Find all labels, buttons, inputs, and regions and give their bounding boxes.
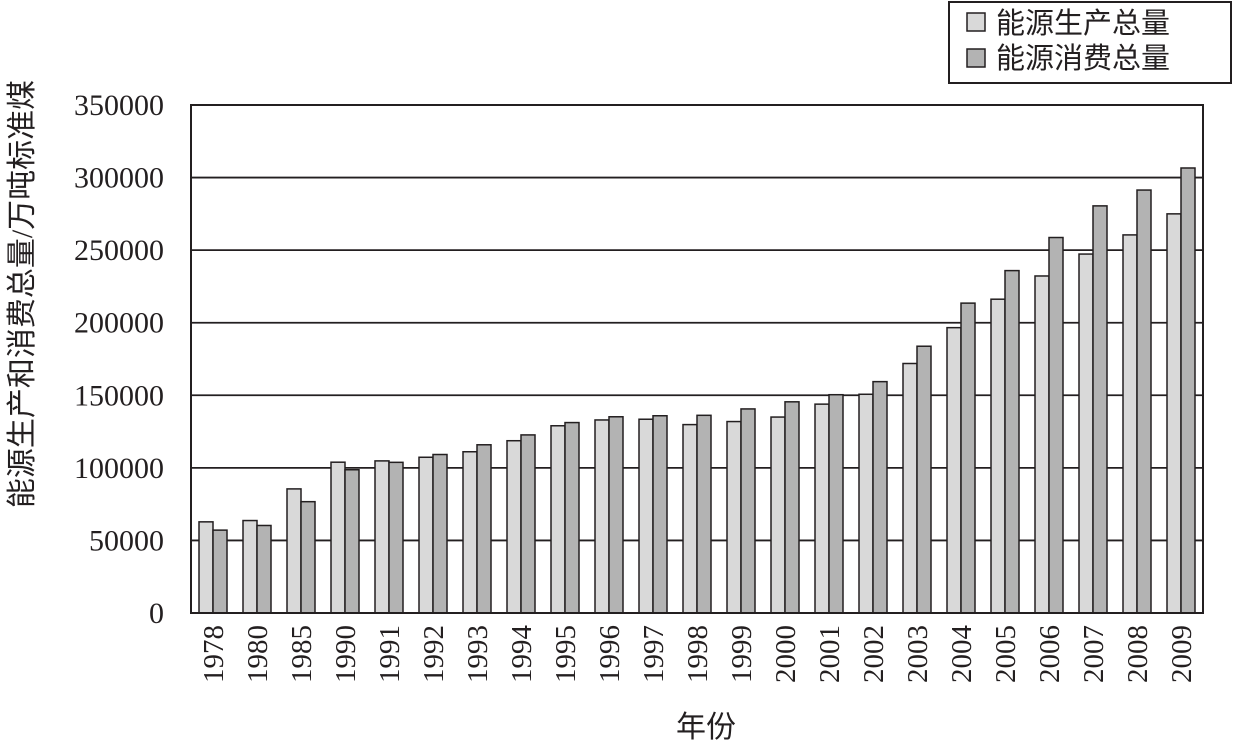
bar-production	[330, 461, 346, 614]
y-tick-label: 100000	[74, 452, 164, 485]
bar-production	[946, 326, 962, 614]
bar-consumption	[476, 444, 492, 614]
x-axis-label: 年份	[676, 711, 736, 744]
x-tick-label: 2002	[858, 625, 890, 683]
bar-consumption	[1092, 205, 1108, 614]
bar-production	[990, 298, 1006, 614]
x-tick-label: 1997	[638, 625, 670, 683]
y-axis-ticks: 0 50000 100000 150000 200000 250000 300000 3500…	[74, 89, 164, 630]
bar-production	[726, 420, 742, 614]
bar-consumption	[916, 345, 932, 614]
x-tick-label: 1985	[286, 625, 318, 683]
bar-consumption	[432, 453, 448, 614]
bar-consumption	[300, 500, 316, 614]
bar-production	[462, 450, 478, 614]
legend-box	[948, 1, 1232, 84]
bar-consumption	[828, 393, 844, 614]
bar-production	[506, 439, 522, 614]
bar-production	[242, 519, 258, 614]
bar-consumption	[740, 408, 756, 614]
bar-production	[1122, 234, 1138, 614]
bar-production	[1034, 275, 1050, 614]
x-tick-label: 1991	[374, 625, 406, 683]
y-tick-label: 0	[149, 597, 164, 630]
bar-consumption	[1180, 167, 1196, 614]
x-tick-label: 1993	[462, 625, 494, 683]
x-tick-label: 1995	[550, 625, 582, 683]
plot-area-frame	[190, 104, 1204, 614]
x-tick-label: 2000	[770, 625, 802, 683]
y-tick-label: 250000	[74, 234, 164, 267]
x-tick-label: 1978	[198, 625, 230, 683]
y-tick-label: 50000	[89, 524, 164, 557]
x-tick-label: 2007	[1078, 625, 1110, 683]
legend-swatch-consumption	[966, 48, 986, 68]
x-tick-label: 2008	[1122, 625, 1154, 683]
bar-consumption	[608, 416, 624, 614]
bar-consumption	[212, 529, 228, 614]
bar-production	[902, 362, 918, 614]
legend-swatch-production	[966, 12, 986, 32]
bar-production	[638, 418, 654, 614]
bar-production	[198, 521, 214, 614]
y-tick-label: 150000	[74, 379, 164, 412]
bar-production	[814, 403, 830, 614]
x-axis-ticks: 1978 1980 1985 1990 1991 1992 1993 1994 1995 1996…	[198, 625, 1198, 684]
x-tick-label: 1992	[418, 625, 450, 683]
legend: 能源生产总量 能源消费总量	[948, 1, 1232, 84]
bar-production	[374, 460, 390, 614]
legend-label-consumption: 能源消费总量	[996, 42, 1170, 75]
bar-production	[1166, 213, 1182, 614]
x-tick-label: 2001	[814, 625, 846, 683]
x-tick-label: 1999	[726, 625, 758, 683]
y-tick-label: 350000	[74, 89, 164, 122]
bar-production	[286, 488, 302, 614]
bar-production	[682, 423, 698, 614]
x-tick-label: 2005	[990, 625, 1022, 683]
bar-consumption	[872, 380, 888, 614]
bar-consumption	[784, 401, 800, 614]
bar-consumption	[388, 461, 404, 614]
y-tick-label: 300000	[74, 162, 164, 195]
bar-production	[550, 425, 566, 614]
legend-label-production: 能源生产总量	[996, 7, 1170, 40]
bar-consumption	[652, 415, 668, 614]
y-axis-label: 能源生产和消费总量/万吨标准煤	[6, 80, 39, 508]
bar-consumption	[1048, 236, 1064, 614]
bar-production	[858, 393, 874, 614]
x-tick-label: 2004	[946, 625, 978, 684]
x-tick-label: 2003	[902, 625, 934, 683]
x-tick-label: 1980	[242, 625, 274, 683]
bar-production	[418, 456, 434, 614]
bar-consumption	[256, 524, 272, 614]
bar-consumption	[696, 414, 712, 614]
bar-consumption	[1004, 269, 1020, 614]
x-tick-label: 1994	[506, 625, 538, 684]
y-tick-label: 200000	[74, 307, 164, 340]
bar-consumption	[1136, 189, 1152, 614]
x-tick-label: 1990	[330, 625, 362, 683]
x-tick-label: 2009	[1166, 625, 1198, 683]
bar-consumption	[960, 302, 976, 614]
bar-consumption	[564, 421, 580, 614]
bar-production	[770, 416, 786, 614]
bar-consumption	[344, 468, 360, 614]
x-tick-label: 1996	[594, 625, 626, 683]
bar-production	[594, 419, 610, 614]
x-tick-label: 2006	[1034, 625, 1066, 683]
bars	[198, 167, 1196, 614]
x-tick-label: 1998	[682, 625, 714, 683]
bar-production	[1078, 253, 1094, 614]
bar-consumption	[520, 434, 536, 614]
